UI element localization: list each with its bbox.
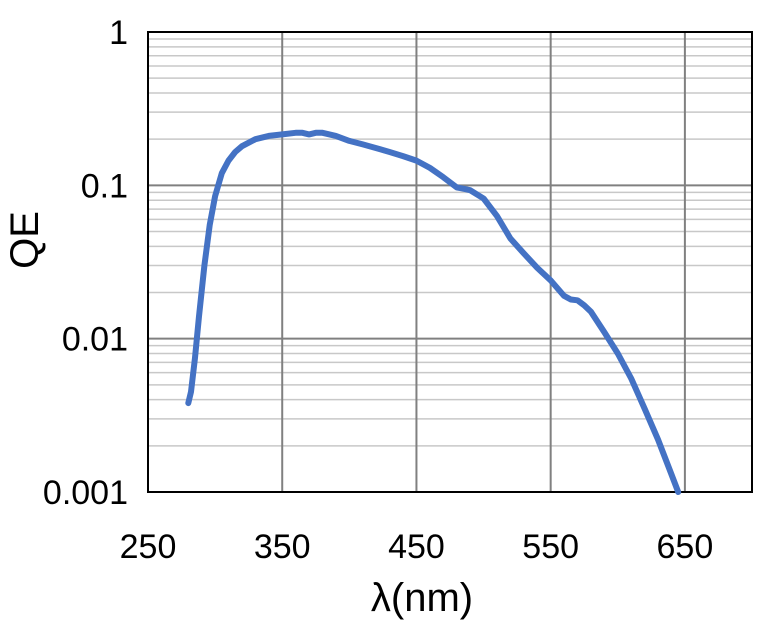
y-tick-label: 0.01 [62, 321, 128, 359]
y-tick-labels: 0.001 0.01 0.1 1 [43, 14, 128, 512]
x-axis-title: λ(nm) [371, 576, 473, 620]
x-tick-label: 350 [254, 528, 311, 566]
plot-frame [147, 31, 753, 493]
grid-layer [147, 31, 752, 493]
qe-series-line [185, 129, 682, 495]
y-tick-label: 1 [109, 14, 128, 52]
y-tick-label: 0.001 [43, 474, 128, 512]
x-tick-label: 550 [522, 528, 579, 566]
x-tick-label: 250 [120, 528, 177, 566]
x-tick-label: 650 [657, 528, 714, 566]
x-tick-labels: 250 350 450 550 650 [120, 528, 714, 566]
series-layer [185, 129, 682, 495]
y-axis-title: QE [3, 211, 47, 269]
y-tick-label: 0.1 [81, 167, 128, 205]
x-tick-label: 450 [388, 528, 445, 566]
